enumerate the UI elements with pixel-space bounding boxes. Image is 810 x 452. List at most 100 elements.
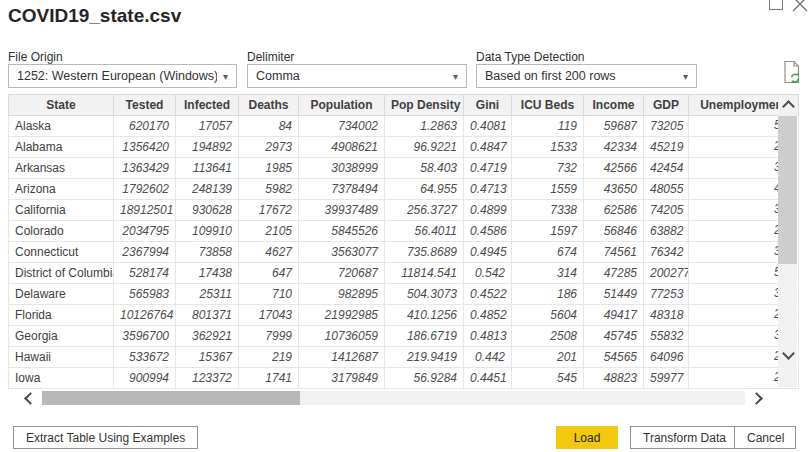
cell-gdp: 64096 [644, 347, 689, 368]
scroll-up-icon[interactable] [782, 100, 795, 113]
cell-population: 7378494 [299, 179, 385, 200]
cell-state: Georgia [9, 326, 114, 347]
preview-table: StateTestedInfectedDeathsPopulationPop D… [8, 94, 799, 389]
cell-tested: 10126764 [114, 305, 176, 326]
cell-icu-beds: 674 [512, 242, 584, 263]
cell-infected: 109910 [176, 221, 239, 242]
file-origin-label: File Origin [8, 50, 63, 64]
cell-tested: 2367994 [114, 242, 176, 263]
scroll-right-icon[interactable] [750, 392, 763, 405]
cell-population: 21992985 [299, 305, 385, 326]
table-row: Alaska62017017057847340021.28630.4081119… [9, 116, 799, 137]
cell-icu-beds: 1597 [512, 221, 584, 242]
column-header-pop-density: Pop Density [385, 95, 464, 116]
cell-income: 62586 [584, 200, 644, 221]
cell-population: 720687 [299, 263, 385, 284]
cell-pop-density: 410.1256 [385, 305, 464, 326]
table-row: Delaware56598325311710982895504.30730.45… [9, 284, 799, 305]
transform-data-button[interactable]: Transform Data [630, 426, 739, 449]
cancel-button[interactable]: Cancel [734, 426, 796, 449]
cell-pop-density: 504.3073 [385, 284, 464, 305]
cell-pop-density: 58.403 [385, 158, 464, 179]
column-header-income: Income [584, 95, 644, 116]
column-header-gdp: GDP [644, 95, 689, 116]
horizontal-scrollbar[interactable] [8, 391, 798, 405]
horizontal-scroll-thumb[interactable] [42, 391, 300, 405]
cell-icu-beds: 186 [512, 284, 584, 305]
preview-table-container: StateTestedInfectedDeathsPopulationPop D… [8, 94, 798, 390]
cell-deaths: 219 [239, 347, 299, 368]
load-button[interactable]: Load [556, 426, 618, 449]
scroll-down-icon[interactable] [782, 347, 795, 360]
cell-income: 45745 [584, 326, 644, 347]
table-row: Iowa9009941233721741317984956.92840.4451… [9, 368, 799, 389]
scroll-left-icon[interactable] [24, 392, 37, 405]
cell-tested: 18912501 [114, 200, 176, 221]
cell-tested: 565983 [114, 284, 176, 305]
cell-gini: 0.4945 [464, 242, 512, 263]
cell-deaths: 7999 [239, 326, 299, 347]
refresh-preview-icon[interactable] [782, 60, 802, 86]
cell-pop-density: 256.3727 [385, 200, 464, 221]
cell-gini: 0.4586 [464, 221, 512, 242]
delimiter-dropdown[interactable]: Comma ▾ [247, 64, 467, 88]
cell-deaths: 2973 [239, 137, 299, 158]
data-type-detection-dropdown[interactable]: Based on first 200 rows ▾ [476, 64, 697, 88]
cell-state: Arkansas [9, 158, 114, 179]
file-origin-value: 1252: Western European (Windows) [17, 69, 217, 83]
data-type-detection-label: Data Type Detection [476, 50, 585, 64]
cell-infected: 930628 [176, 200, 239, 221]
chevron-down-icon: ▾ [683, 71, 688, 82]
cell-tested: 528174 [114, 263, 176, 284]
cell-icu-beds: 2508 [512, 326, 584, 347]
cell-deaths: 17672 [239, 200, 299, 221]
cell-income: 56846 [584, 221, 644, 242]
chevron-down-icon: ▾ [453, 71, 458, 82]
cell-icu-beds: 119 [512, 116, 584, 137]
table-row: Colorado20347951099102105584552656.40110… [9, 221, 799, 242]
cell-deaths: 2105 [239, 221, 299, 242]
cell-icu-beds: 1533 [512, 137, 584, 158]
cell-population: 982895 [299, 284, 385, 305]
column-header-deaths: Deaths [239, 95, 299, 116]
cell-income: 51449 [584, 284, 644, 305]
cell-pop-density: 219.9419 [385, 347, 464, 368]
cell-pop-density: 186.6719 [385, 326, 464, 347]
extract-table-button[interactable]: Extract Table Using Examples [13, 426, 198, 449]
cell-gdp: 59977 [644, 368, 689, 389]
cell-gdp: 48055 [644, 179, 689, 200]
vertical-scrollbar[interactable] [778, 96, 797, 387]
cell-tested: 3596700 [114, 326, 176, 347]
cell-state: Connecticut [9, 242, 114, 263]
column-header-population: Population [299, 95, 385, 116]
close-icon[interactable] [791, 0, 809, 13]
vertical-scroll-thumb[interactable] [778, 116, 797, 264]
cell-state: Alabama [9, 137, 114, 158]
table-row: California189125019306281767239937489256… [9, 200, 799, 221]
cell-population: 3563077 [299, 242, 385, 263]
cell-tested: 1356420 [114, 137, 176, 158]
cell-population: 734002 [299, 116, 385, 137]
cell-icu-beds: 5604 [512, 305, 584, 326]
file-origin-dropdown[interactable]: 1252: Western European (Windows) ▾ [8, 64, 237, 88]
cell-icu-beds: 1559 [512, 179, 584, 200]
cell-gini: 0.4899 [464, 200, 512, 221]
maximize-icon[interactable] [769, 0, 783, 10]
cell-infected: 17438 [176, 263, 239, 284]
cell-tested: 1792602 [114, 179, 176, 200]
cell-gini: 0.4522 [464, 284, 512, 305]
horizontal-scroll-track[interactable] [42, 391, 745, 405]
cell-gini: 0.542 [464, 263, 512, 284]
cell-infected: 73858 [176, 242, 239, 263]
cell-pop-density: 96.9221 [385, 137, 464, 158]
cell-state: Hawaii [9, 347, 114, 368]
cell-gdp: 73205 [644, 116, 689, 137]
cell-gini: 0.4852 [464, 305, 512, 326]
cell-income: 42334 [584, 137, 644, 158]
cell-population: 3038999 [299, 158, 385, 179]
cell-state: District of Columbia [9, 263, 114, 284]
column-header-infected: Infected [176, 95, 239, 116]
cell-pop-density: 11814.541 [385, 263, 464, 284]
cell-tested: 620170 [114, 116, 176, 137]
cell-deaths: 84 [239, 116, 299, 137]
